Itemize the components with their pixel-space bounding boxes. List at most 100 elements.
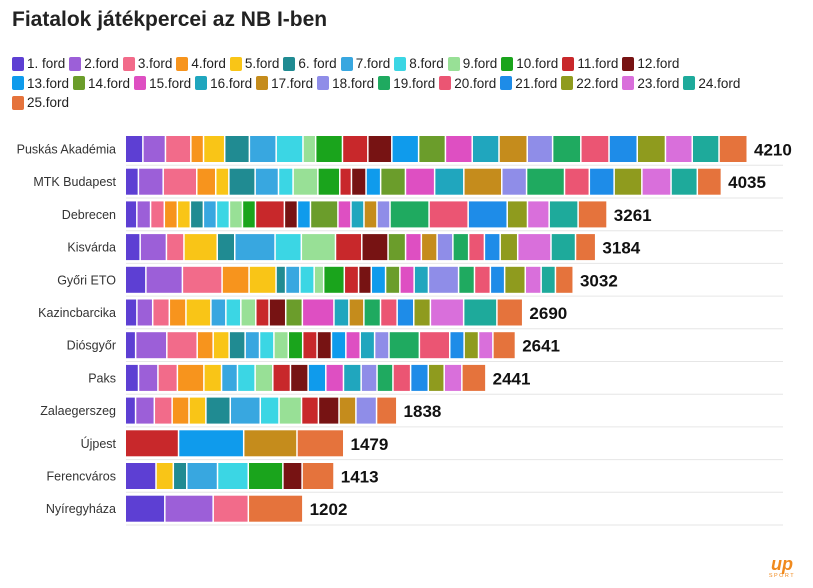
bar-segment	[283, 463, 302, 489]
bar-segment	[274, 332, 288, 359]
bar-segment	[137, 201, 150, 228]
bar-segment	[578, 201, 607, 228]
bar-segment	[565, 168, 589, 195]
bar-segment	[472, 136, 499, 162]
bar-segment	[260, 332, 274, 359]
legend-item: 3.ford	[122, 56, 172, 71]
bar-segment	[343, 136, 368, 162]
legend-swatch	[562, 56, 575, 71]
bar-segment	[368, 136, 392, 162]
bar-segment	[400, 266, 414, 293]
bar-segment	[126, 168, 138, 195]
bar-segment	[178, 201, 190, 228]
bar-segment	[229, 168, 255, 195]
bar-segment	[336, 234, 362, 261]
legend-label: 8.ford	[409, 56, 444, 72]
bar-segment	[279, 168, 293, 195]
bar-segment	[249, 495, 303, 522]
bar-segment	[390, 201, 429, 228]
legend-item: 21.ford	[500, 76, 557, 91]
bar-segment	[318, 168, 340, 195]
bar-segment	[167, 332, 197, 359]
legend-item: 10.ford	[501, 56, 558, 71]
bar-segment	[302, 397, 318, 424]
legend-label: 18.ford	[332, 75, 375, 91]
legend-row: 13.ford 14.ford 15.ford 16.ford 17.ford 18.fo…	[12, 74, 792, 94]
bar-segment	[446, 136, 472, 162]
bar-segment	[414, 266, 428, 293]
bar-segment	[462, 364, 486, 391]
bar-segment	[165, 201, 177, 228]
legend-item: 23.ford	[622, 76, 679, 91]
legend-item: 14.ford	[73, 76, 130, 91]
bar-segment	[297, 430, 344, 457]
bar-segment	[165, 495, 213, 522]
bar-segment	[311, 201, 338, 228]
bar-segment	[360, 332, 374, 359]
bar-segment	[245, 332, 259, 359]
bar-segment	[286, 266, 300, 293]
bar-segment	[126, 397, 135, 424]
bar-segment	[155, 397, 172, 424]
bar-segment	[366, 168, 380, 195]
bar-segment	[576, 234, 595, 261]
legend-item: 20.ford	[439, 76, 496, 91]
bar-segment	[469, 234, 484, 261]
bar-segment	[437, 234, 453, 261]
bar-segment	[211, 299, 226, 326]
bar-segment	[361, 364, 377, 391]
legend-swatch	[12, 95, 24, 110]
legend-swatch	[229, 56, 242, 71]
bar-segment	[126, 364, 138, 391]
category-label: Debrecen	[62, 208, 116, 222]
bar-segment	[485, 234, 500, 261]
bar-segment	[429, 266, 458, 293]
total-label: 2690	[529, 304, 567, 323]
bar-segment	[170, 299, 186, 326]
bar-segment	[216, 168, 229, 195]
bar-segment	[340, 168, 351, 195]
legend-item: 5.ford	[229, 56, 280, 72]
legend-item: 18.ford	[317, 76, 374, 91]
legend-label: 12.ford	[637, 56, 680, 72]
bar-segment	[222, 266, 249, 293]
bar-segment	[377, 201, 390, 228]
bar-segment	[429, 201, 468, 228]
bar-segment	[126, 463, 156, 489]
bar-segment	[279, 397, 301, 424]
total-label: 1413	[341, 468, 379, 487]
legend-swatch	[394, 56, 407, 71]
bar-segment	[338, 201, 351, 228]
bar-segment	[493, 332, 515, 359]
category-label: Paks	[88, 371, 116, 385]
bar-segment	[541, 266, 555, 293]
legend-item: 19.ford	[378, 76, 435, 91]
bar-segment	[244, 430, 297, 457]
legend-label: 25.ford	[27, 95, 70, 111]
category-label: Kazincbarcika	[38, 306, 116, 320]
bar-segment	[300, 266, 314, 293]
legend-item: 6. ford	[283, 56, 337, 71]
bar-segment	[551, 234, 575, 261]
category-label: Kisvárda	[67, 241, 116, 255]
bar-segment	[549, 201, 578, 228]
bar-segment	[435, 168, 464, 195]
bar-segment	[126, 430, 178, 457]
category-label: Puskás Akadémia	[17, 143, 116, 157]
chart-title: Fiatalok játékpercei az NB I-ben	[12, 8, 328, 31]
bar-segment	[255, 168, 278, 195]
bar-segment	[459, 266, 474, 293]
legend-item: 1. ford	[12, 56, 65, 71]
legend-item: 2.ford	[69, 56, 119, 71]
legend-item: 25.ford	[12, 95, 69, 110]
legend-swatch	[134, 76, 147, 91]
legend-swatch	[122, 56, 135, 71]
total-label: 1479	[351, 435, 389, 454]
legend-row: 1. ford 2.ford 3.ford 4.ford 5.ford 6. ford 7.…	[12, 54, 792, 74]
legend-label: 5.ford	[244, 56, 280, 72]
bar-segment	[464, 168, 502, 195]
legend-swatch	[622, 56, 635, 71]
bar-segment	[468, 201, 507, 228]
bar-segment	[356, 397, 376, 424]
legend-label: 19.ford	[393, 75, 436, 91]
